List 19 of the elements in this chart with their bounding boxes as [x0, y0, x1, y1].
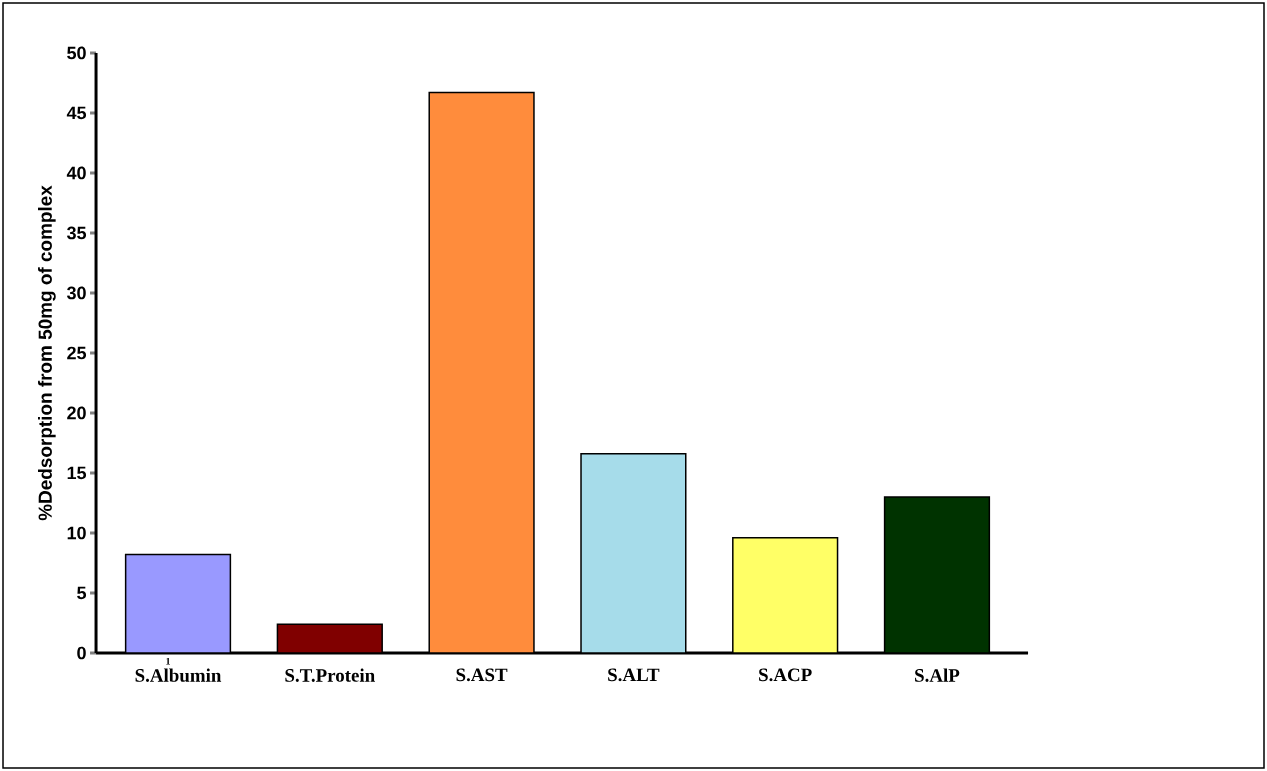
y-tick-label: 35 [66, 226, 87, 240]
x-tick-label: S.Albumin [135, 668, 222, 682]
y-tick-label: 0 [77, 646, 86, 660]
y-tick-label: 25 [67, 346, 87, 360]
x-tick-label: S.AST [456, 668, 508, 682]
y-tick-label: 5 [77, 586, 87, 600]
x-tick-label: S.ALT [608, 668, 660, 682]
x-tick-label: S.ACP [759, 668, 812, 682]
y-tick-label: 45 [66, 106, 87, 120]
x-tick-label: S.AlP [915, 668, 960, 682]
y-tick-label: 15 [67, 466, 87, 480]
y-tick-label: 10 [67, 526, 86, 540]
x-tick-label: S.T.Protein [285, 668, 375, 682]
y-tick-label: 30 [66, 286, 86, 300]
y-axis-title: %Dedsorption from 50mg of complex [38, 185, 56, 521]
y-tick-label: 20 [67, 406, 86, 420]
text: 1 [166, 657, 170, 665]
y-tick-label: 50 [67, 46, 86, 60]
y-tick-label: 40 [66, 166, 86, 180]
